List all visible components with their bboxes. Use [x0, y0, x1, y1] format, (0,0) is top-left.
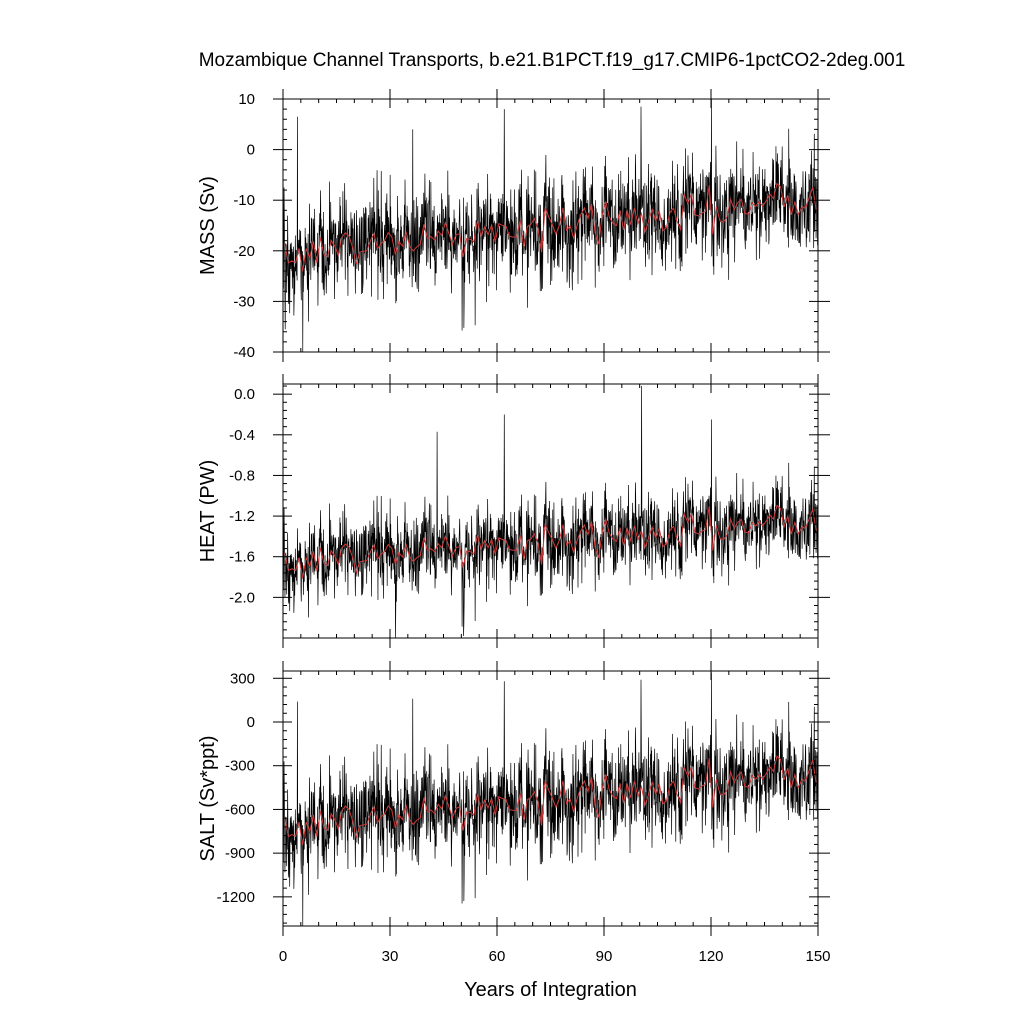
salt-y-tick-label: -900	[225, 845, 255, 862]
mass-y-tick-label: -10	[233, 192, 255, 209]
heat-annual-mean-series	[284, 504, 817, 579]
salt-panel: 0 30 60 90 120 150 -1200 -900 -600 -300 0 300 SALT (…	[197, 661, 831, 1001]
salt-x-tick-label: 60	[489, 948, 506, 965]
heat-y-tick-label: -2.0	[229, 589, 255, 606]
salt-y-tick-label: -600	[225, 801, 255, 818]
mass-panel: -40 -30 -20 -10 0 10 MASS (Sv)	[197, 89, 830, 362]
mass-monthly-series	[282, 98, 819, 353]
heat-monthly-series	[282, 386, 819, 639]
heat-y-tick-label: -1.2	[229, 508, 255, 525]
mass-y-tick-label: 0	[247, 142, 255, 159]
salt-x-tick-label: 120	[698, 948, 723, 965]
mass-annual-mean-series	[284, 182, 817, 272]
x-axis-label: Years of Integration	[464, 979, 637, 1001]
heat-y-axis-label: HEAT (PW)	[197, 460, 219, 563]
mass-y-tick-label: 10	[238, 91, 255, 108]
salt-x-tick-label: 0	[279, 948, 287, 965]
mass-y-tick-label: -20	[233, 243, 255, 260]
heat-panel: -2.0 -1.6 -1.2 -0.8 -0.4 0.0 HEAT (PW)	[197, 374, 830, 648]
salt-y-tick-label: 0	[247, 714, 255, 731]
panels: -40 -30 -20 -10 0 10 MASS (Sv) -2.0 -1.6 -1.2 -0.8…	[197, 89, 831, 1001]
heat-y-tick-label: 0.0	[234, 386, 255, 403]
salt-y-tick-label: -300	[225, 758, 255, 775]
salt-annual-mean-series	[284, 755, 817, 845]
salt-x-tick-label: 30	[382, 948, 399, 965]
heat-plot-frame	[282, 383, 819, 639]
mass-y-tick-label: -40	[233, 344, 255, 361]
heat-y-tick-label: -0.8	[229, 467, 255, 484]
salt-y-tick-label: 300	[230, 670, 255, 687]
chart-title: Mozambique Channel Transports, b.e21.B1P…	[199, 50, 906, 71]
salt-monthly-series	[282, 672, 819, 927]
heat-y-tick-label: -0.4	[229, 427, 255, 444]
salt-x-tick-label: 90	[596, 948, 613, 965]
mass-y-axis-label: MASS (Sv)	[197, 176, 219, 275]
mass-y-tick-label: -30	[233, 293, 255, 310]
salt-y-axis-label: SALT (Sv*ppt)	[197, 736, 219, 862]
salt-x-tick-label: 150	[805, 948, 830, 965]
salt-y-tick-label: -1200	[217, 889, 255, 906]
heat-y-tick-label: -1.6	[229, 549, 255, 566]
